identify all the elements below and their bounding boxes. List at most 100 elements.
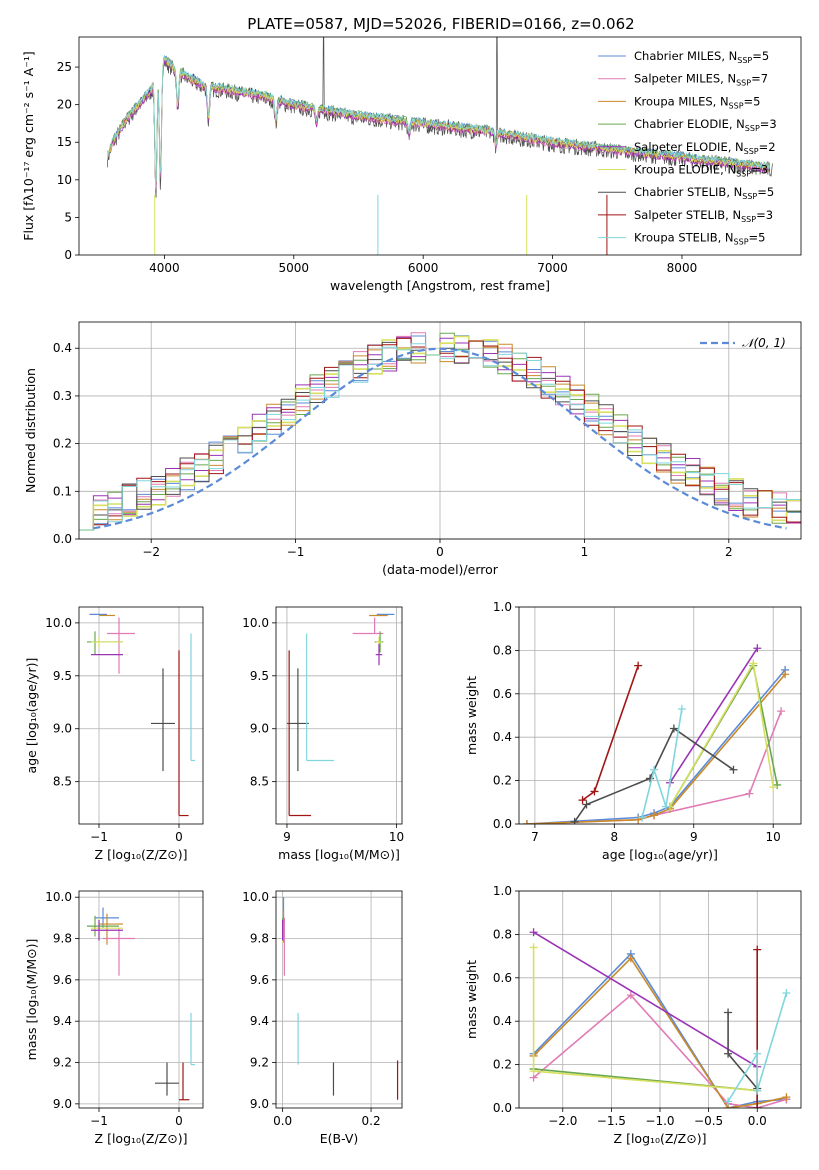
series-line	[669, 647, 758, 784]
y-tick-label: 0.6	[493, 687, 512, 701]
x-tick-label: −1	[287, 545, 305, 559]
errorbar-point	[87, 915, 119, 937]
axes-frame	[275, 890, 403, 1109]
x-tick-label: 1	[581, 545, 589, 559]
plus-marker	[724, 1049, 733, 1058]
errorbar-point	[375, 644, 383, 666]
y-tick-label: 0.8	[493, 643, 512, 657]
y-axis-label: mass weight	[464, 960, 479, 1039]
age-vs-mass-panel: 9 10 8.5 9.0 9.5 10.0 mass [log₁₀(M/M⊙)]	[242, 606, 404, 862]
errorbar-point	[107, 617, 135, 674]
x-axis-label: Z [log₁₀(Z/Z⊙)]	[95, 847, 188, 862]
ticks: −1 0 8.5 9.0 9.5 10.0	[45, 616, 183, 844]
errorbar-point	[91, 919, 123, 941]
x-tick-label: 0.0	[748, 1114, 767, 1128]
ticks: −2 −1 0 1 2 0.0 0.1 0.2 0.3 0.4	[53, 341, 733, 559]
plus-marker	[638, 813, 647, 822]
y-tick-label: 9.5	[53, 669, 72, 683]
x-tick-label: 10	[389, 830, 404, 844]
x-tick-label: 7000	[537, 261, 568, 275]
residual-histogram	[79, 337, 801, 531]
y-tick-label: 0.0	[493, 1101, 512, 1115]
legend-entry: Kroupa MILES, NSSP=5	[634, 94, 760, 110]
plus-marker	[661, 802, 670, 811]
age-vs-Z-marks	[87, 613, 195, 817]
errorbar-point	[179, 1062, 190, 1101]
x-tick-label: 9	[690, 830, 698, 844]
axes-frame	[78, 890, 204, 1109]
ticks: 0.0 0.2 9.0 9.2 9.4 9.6 9.8 10.0	[242, 890, 380, 1128]
y-tick-label: 9.8	[250, 932, 269, 946]
spectrum-legend: Chabrier MILES, NSSP=5 Salpeter MILES, NS…	[598, 49, 777, 247]
y-tick-label: 25	[57, 60, 72, 74]
y-tick-label: 9.5	[250, 669, 269, 683]
legend-entry: 𝒩(0, 1)	[742, 336, 786, 350]
series-line	[533, 957, 787, 1108]
y-tick-label: 0.0	[53, 532, 72, 546]
x-tick-label: 0	[175, 1114, 183, 1128]
y-tick-label: 0.6	[493, 971, 512, 985]
plus-marker	[650, 811, 659, 820]
legend-entry: Kroupa STELIB, NSSP=5	[634, 231, 765, 247]
x-tick-label: −2	[142, 545, 160, 559]
legend-entry: Kroupa ELODIE, NSSP=3	[634, 163, 768, 179]
legend-entry: Chabrier ELODIE, NSSP=3	[634, 117, 777, 133]
plus-marker	[529, 928, 538, 937]
ticks: 9 10 8.5 9.0 9.5 10.0	[242, 616, 404, 844]
mass-vs-Z-panel: −1 0 9.0 9.2 9.4 9.6 9.8 10.0 Z [log₁₀(Z/Z⊙)] mas…	[24, 890, 204, 1146]
plus-marker	[749, 659, 758, 668]
plus-marker	[646, 774, 655, 783]
plus-marker	[677, 704, 686, 713]
x-axis-label: wavelength [Angstrom, rest frame]	[330, 278, 550, 293]
grid	[519, 606, 801, 825]
y-tick-label: 0.1	[53, 484, 72, 498]
errorbar-point	[87, 631, 123, 655]
x-axis-label: (data-model)/error	[382, 562, 499, 577]
x-tick-label: 5000	[279, 261, 310, 275]
grid	[79, 607, 203, 824]
axes-frame	[78, 321, 802, 540]
plus-marker	[570, 817, 579, 824]
normal-reference-curve	[93, 347, 787, 530]
plus-marker	[522, 820, 531, 824]
plus-marker	[724, 1008, 733, 1017]
x-tick-label: 4000	[149, 261, 180, 275]
axes-frame	[518, 890, 802, 1109]
y-tick-label: 0.4	[493, 730, 512, 744]
x-tick-label: −0.5	[694, 1114, 723, 1128]
y-axis-label: mass [log₁₀(M/M⊙)]	[24, 939, 39, 1061]
series-line	[526, 669, 786, 824]
x-axis-label: Z [log₁₀(Z/Z⊙)]	[614, 1131, 707, 1146]
y-tick-label: 0.4	[493, 1014, 512, 1028]
x-tick-label: 0	[175, 830, 183, 844]
axes-frame	[275, 606, 403, 825]
plus-marker	[529, 943, 538, 952]
massweight-vs-age-panel: 7 8 9 10 0.0 0.2 0.4 0.6 0.8 1.0 age [log₁₀(age/yr…	[464, 600, 802, 862]
y-tick-label: 0.0	[493, 817, 512, 831]
y-tick-label: 20	[57, 98, 72, 112]
plus-marker	[753, 945, 762, 954]
x-axis-label: E(B-V)	[320, 1131, 359, 1146]
residual-histogram	[79, 343, 801, 531]
residuals-panel: −2 −1 0 1 2 0.0 0.1 0.2 0.3 0.4 (data-model)/error…	[23, 321, 802, 577]
plus-marker	[781, 670, 790, 679]
y-axis-label: Normed distribution	[23, 368, 38, 493]
weight-series	[578, 661, 643, 805]
mass-vs-ebv-panel: 0.0 0.2 9.0 9.2 9.4 9.6 9.8 10.0 E(B-V)	[242, 890, 403, 1146]
mass-vs-Z-marks	[87, 907, 195, 1101]
y-tick-label: 9.0	[250, 722, 269, 736]
mass-vs-ebv-marks	[282, 897, 399, 1100]
y-tick-label: 9.4	[250, 1014, 269, 1028]
x-axis-label: Z [log₁₀(Z/Z⊙)]	[95, 1131, 188, 1146]
y-tick-label: 9.4	[53, 1014, 72, 1028]
ticks: 4000 5000 6000 7000 8000 0 5 10 15 20 25	[57, 60, 698, 275]
y-tick-label: 10	[57, 173, 72, 187]
grid	[276, 891, 402, 1108]
series-line	[582, 665, 639, 801]
legend-entry: Chabrier MILES, NSSP=5	[634, 49, 769, 65]
series-line	[641, 708, 683, 818]
y-tick-label: 0.3	[53, 389, 72, 403]
y-tick-label: 15	[57, 135, 72, 149]
plus-marker	[582, 800, 591, 809]
